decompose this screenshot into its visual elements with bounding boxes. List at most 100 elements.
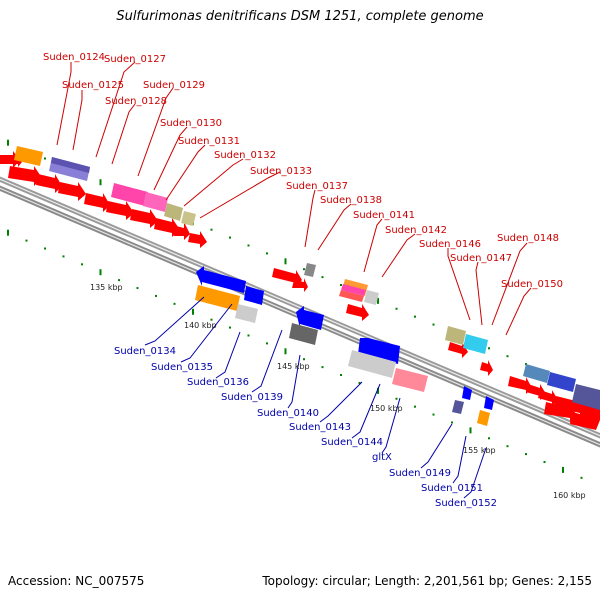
cds-arrow: [544, 402, 577, 422]
gene-label: Suden_0138: [320, 195, 382, 206]
accession-text: Accession: NC_007575: [8, 574, 145, 588]
gene-label: Suden_0132: [214, 150, 276, 161]
tick-mark: [432, 323, 435, 326]
map-title: Sulfurimonas denitrificans DSM 1251, com…: [116, 9, 484, 24]
cds-arrow: [130, 209, 158, 228]
gene-label: Suden_0131: [178, 136, 240, 147]
tick-mark: [266, 342, 268, 345]
cds-arrow: [448, 342, 468, 358]
gene-label: Suden_0140: [257, 408, 319, 419]
tick-mark: [303, 268, 305, 271]
forward-gene-labels: Suden_0124 Suden_0125 Suden_0127 Suden_0…: [43, 52, 563, 290]
gene-label: Suden_0142: [385, 225, 447, 236]
tick-mark: [284, 258, 287, 265]
reverse-gene-labels: Suden_0134 Suden_0135 Suden_0136 Suden_0…: [114, 346, 497, 509]
cds-arrow: [188, 231, 207, 248]
tick-mark: [377, 297, 379, 304]
tick-mark: [7, 139, 9, 146]
kbp-scale-labels: 135 kbp 140 kbp 145 kbp 150 kbp 155 kbp …: [90, 283, 586, 500]
outer-tick-marks: [7, 139, 583, 389]
cds-arrow: [462, 386, 472, 400]
cds-arrow: [154, 218, 180, 237]
kbp-label: 155 kbp: [463, 446, 496, 455]
tick-mark: [62, 255, 65, 258]
cds-arrow: [244, 286, 264, 305]
tick-mark: [488, 347, 490, 350]
tick-mark: [321, 276, 324, 279]
kbp-label: 135 kbp: [90, 283, 123, 292]
gene-label: Suden_0143: [289, 422, 351, 433]
feature-box: [452, 400, 464, 414]
feature-box: [547, 372, 576, 392]
feature-box: [235, 304, 258, 323]
gene-label: Suden_0129: [143, 80, 205, 91]
gene-label: gltX: [372, 452, 392, 463]
kbp-label: 145 kbp: [277, 362, 310, 371]
reverse-label-leaders: [144, 296, 487, 499]
gene-label: Suden_0130: [160, 118, 222, 129]
cds-arrow: [174, 222, 190, 240]
cds-arrow: [484, 396, 494, 410]
gene-label: Suden_0133: [250, 166, 312, 177]
tick-mark: [506, 355, 509, 358]
tick-mark: [340, 374, 342, 377]
tick-mark: [395, 397, 398, 400]
gene-label: Suden_0151: [421, 483, 483, 494]
gene-label: Suden_0136: [187, 377, 249, 388]
tick-mark: [284, 348, 287, 355]
topology-text: Topology: circular; Length: 2,201,561 bp…: [262, 574, 592, 588]
gene-label: Suden_0147: [450, 253, 512, 264]
cds-arrow: [84, 193, 110, 212]
tick-mark: [506, 445, 509, 448]
feature-box: [111, 183, 148, 206]
gene-label: Suden_0149: [389, 468, 451, 479]
tick-mark: [229, 326, 231, 329]
feature-box: [195, 285, 240, 311]
feature-box: [477, 410, 490, 426]
gene-label: Suden_0139: [221, 392, 283, 403]
tick-mark: [44, 247, 46, 250]
tick-mark: [414, 315, 416, 318]
gene-label: Suden_0146: [419, 239, 481, 250]
feature-box: [164, 203, 183, 221]
gene-label: Suden_0144: [321, 437, 383, 448]
cds-arrow: [346, 304, 369, 321]
tick-mark: [81, 263, 83, 266]
feature-box: [304, 263, 316, 277]
feature-box: [445, 326, 466, 345]
cds-arrow: [292, 278, 308, 292]
tick-mark: [340, 284, 342, 287]
tick-mark: [210, 228, 213, 231]
tick-mark: [525, 453, 527, 456]
gene-label: Suden_0150: [501, 279, 563, 290]
gene-label: Suden_0124: [43, 52, 105, 63]
tick-mark: [414, 405, 416, 408]
gene-label: Suden_0152: [435, 498, 497, 509]
gene-label: Suden_0135: [151, 362, 213, 373]
gene-label: Suden_0137: [286, 181, 348, 192]
tick-mark: [451, 421, 453, 424]
tick-mark: [247, 244, 250, 247]
inner-tick-marks: [7, 229, 583, 479]
tick-mark: [155, 294, 157, 297]
feature-box: [341, 284, 366, 296]
tick-mark: [44, 157, 46, 160]
tick-mark: [266, 252, 268, 255]
kbp-label: 150 kbp: [370, 404, 403, 413]
tick-mark: [229, 236, 231, 239]
tick-mark: [303, 358, 305, 361]
forward-label-leaders: [56, 61, 532, 336]
gene-label: Suden_0141: [353, 210, 415, 221]
gene-label: Suden_0148: [497, 233, 559, 244]
feature-box: [143, 192, 168, 212]
tick-mark: [25, 239, 28, 242]
feature-box: [181, 211, 196, 226]
tick-mark: [395, 307, 398, 310]
tick-mark: [358, 381, 361, 384]
tick-mark: [118, 279, 120, 282]
cds-arrow: [8, 166, 42, 186]
feature-box: [289, 323, 318, 345]
feature-box: [364, 290, 379, 305]
tick-mark: [136, 287, 139, 290]
feature-box: [463, 334, 488, 354]
